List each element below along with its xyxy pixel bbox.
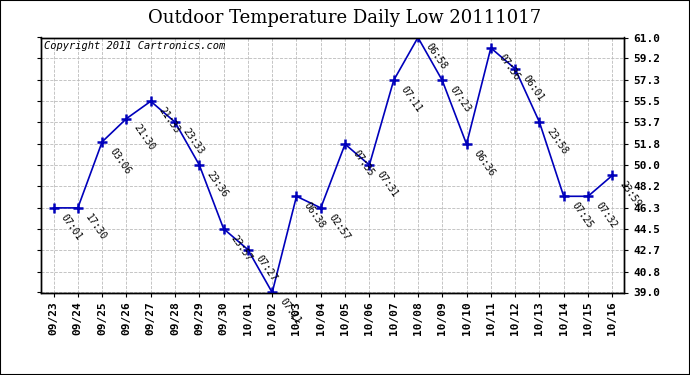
Text: 07:23: 07:23: [448, 84, 473, 114]
Text: 21:33: 21:33: [156, 105, 181, 135]
Text: 07:25: 07:25: [569, 201, 594, 230]
Text: 23:36: 23:36: [205, 169, 230, 199]
Text: 21:30: 21:30: [132, 123, 157, 153]
Text: 07:11: 07:11: [400, 84, 424, 114]
Text: 07:11: 07:11: [278, 297, 303, 327]
Text: 07:32: 07:32: [593, 201, 619, 230]
Text: 23:59: 23:59: [618, 180, 643, 209]
Text: 06:36: 06:36: [472, 148, 497, 178]
Text: 23:57: 23:57: [229, 233, 254, 263]
Text: 06:01: 06:01: [521, 73, 546, 103]
Text: 07:01: 07:01: [59, 212, 84, 242]
Text: 06:38: 06:38: [302, 201, 327, 230]
Text: 07:31: 07:31: [375, 169, 400, 199]
Text: 03:06: 03:06: [108, 146, 132, 176]
Text: 07:36: 07:36: [496, 52, 522, 82]
Text: 07:35: 07:35: [351, 148, 375, 178]
Text: 23:58: 23:58: [545, 126, 570, 156]
Text: 07:27: 07:27: [253, 254, 279, 284]
Text: Copyright 2011 Cartronics.com: Copyright 2011 Cartronics.com: [44, 41, 226, 51]
Text: 02:57: 02:57: [326, 212, 351, 242]
Text: 06:58: 06:58: [424, 42, 448, 72]
Text: 17:30: 17:30: [83, 212, 108, 242]
Text: Outdoor Temperature Daily Low 20111017: Outdoor Temperature Daily Low 20111017: [148, 9, 542, 27]
Text: 23:33: 23:33: [181, 126, 206, 156]
